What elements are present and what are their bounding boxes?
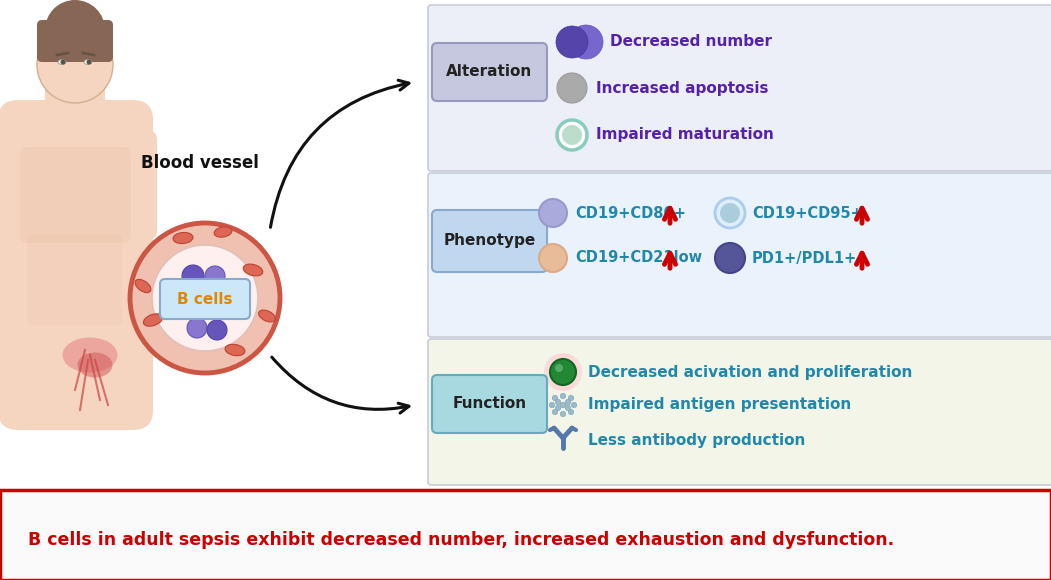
- Circle shape: [187, 318, 207, 338]
- FancyBboxPatch shape: [428, 339, 1051, 485]
- FancyBboxPatch shape: [102, 130, 157, 240]
- Circle shape: [565, 405, 571, 411]
- Circle shape: [556, 26, 588, 58]
- Text: CD19+CD21low: CD19+CD21low: [575, 251, 702, 266]
- FancyBboxPatch shape: [0, 100, 153, 430]
- Circle shape: [569, 25, 603, 59]
- Circle shape: [552, 409, 558, 415]
- Ellipse shape: [143, 314, 163, 326]
- Text: Phenotype: Phenotype: [444, 234, 536, 248]
- Text: B cells in adult sepsis exhibit decreased number, increased exhaustion and dysfu: B cells in adult sepsis exhibit decrease…: [28, 531, 894, 549]
- Text: Impaired maturation: Impaired maturation: [596, 128, 774, 143]
- Bar: [0, 490, 1051, 580]
- Ellipse shape: [84, 60, 92, 64]
- Circle shape: [130, 223, 280, 373]
- Circle shape: [569, 395, 574, 401]
- FancyBboxPatch shape: [432, 375, 547, 433]
- Circle shape: [37, 27, 114, 103]
- Circle shape: [571, 402, 577, 408]
- FancyBboxPatch shape: [27, 235, 122, 325]
- Circle shape: [539, 244, 566, 272]
- Text: Alteration: Alteration: [447, 64, 533, 79]
- Circle shape: [86, 60, 91, 64]
- Circle shape: [539, 199, 566, 227]
- Text: Increased apoptosis: Increased apoptosis: [596, 81, 768, 96]
- Circle shape: [182, 265, 204, 287]
- Text: Function: Function: [452, 397, 527, 411]
- Circle shape: [207, 320, 227, 340]
- Circle shape: [555, 405, 561, 411]
- FancyBboxPatch shape: [45, 85, 105, 145]
- Circle shape: [562, 125, 582, 145]
- Ellipse shape: [243, 264, 263, 276]
- Circle shape: [550, 359, 576, 385]
- Circle shape: [715, 198, 745, 228]
- Circle shape: [552, 395, 558, 401]
- FancyBboxPatch shape: [160, 279, 250, 319]
- Circle shape: [152, 245, 257, 351]
- Circle shape: [555, 364, 563, 372]
- FancyBboxPatch shape: [20, 147, 131, 243]
- Circle shape: [557, 73, 588, 103]
- FancyBboxPatch shape: [37, 20, 114, 62]
- FancyBboxPatch shape: [0, 130, 50, 240]
- Circle shape: [560, 393, 565, 399]
- Ellipse shape: [225, 345, 245, 356]
- FancyBboxPatch shape: [432, 210, 547, 272]
- Ellipse shape: [259, 310, 275, 322]
- Circle shape: [560, 411, 565, 417]
- Circle shape: [544, 353, 582, 391]
- Text: Decreased acivation and proliferation: Decreased acivation and proliferation: [588, 364, 912, 379]
- Text: PD1+/PDL1+: PD1+/PDL1+: [753, 251, 858, 266]
- FancyBboxPatch shape: [0, 202, 41, 348]
- Text: B cells: B cells: [178, 292, 232, 307]
- Circle shape: [45, 0, 105, 60]
- Circle shape: [550, 402, 555, 408]
- FancyBboxPatch shape: [428, 173, 1051, 337]
- Text: Decreased number: Decreased number: [610, 34, 772, 49]
- Text: CD19+CD95+: CD19+CD95+: [753, 205, 863, 220]
- Ellipse shape: [214, 227, 232, 237]
- Ellipse shape: [173, 233, 193, 244]
- Ellipse shape: [62, 338, 118, 372]
- Circle shape: [569, 409, 574, 415]
- FancyBboxPatch shape: [428, 5, 1051, 171]
- Circle shape: [565, 399, 571, 405]
- Circle shape: [715, 243, 745, 273]
- Text: Blood vessel: Blood vessel: [141, 154, 259, 172]
- Circle shape: [555, 399, 561, 405]
- Circle shape: [61, 60, 65, 64]
- Circle shape: [205, 266, 225, 286]
- Circle shape: [557, 120, 588, 150]
- Ellipse shape: [136, 280, 151, 292]
- Circle shape: [720, 203, 740, 223]
- Text: Less antibody production: Less antibody production: [588, 433, 805, 448]
- Circle shape: [560, 402, 565, 408]
- Text: Impaired antigen presentation: Impaired antigen presentation: [588, 397, 851, 412]
- Ellipse shape: [58, 60, 66, 64]
- FancyBboxPatch shape: [432, 43, 547, 101]
- Ellipse shape: [78, 353, 112, 378]
- Text: CD19+CD80+: CD19+CD80+: [575, 205, 686, 220]
